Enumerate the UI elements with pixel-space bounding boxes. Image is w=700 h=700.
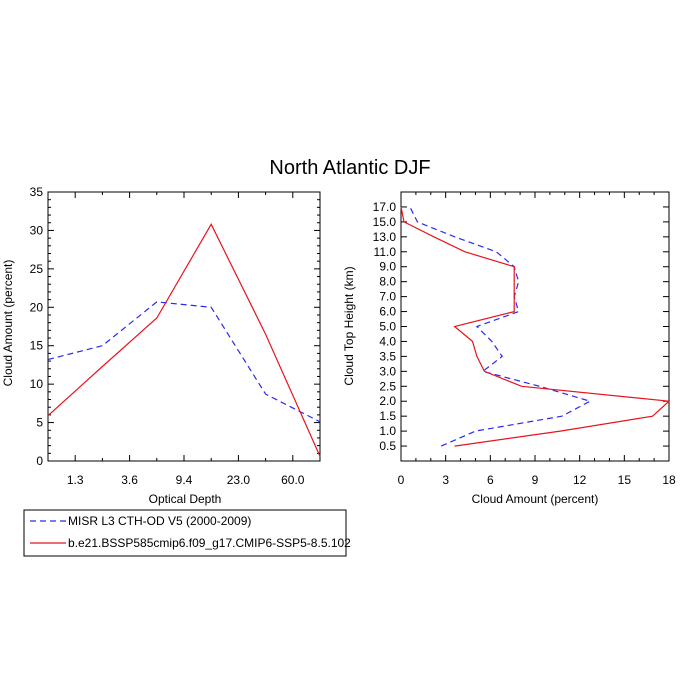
right-y-tick-label: 8.0 <box>379 275 396 289</box>
right-y-tick-label: 15.0 <box>373 215 397 229</box>
right-y-tick-label: 5.0 <box>379 320 396 334</box>
right-x-tick-label: 6 <box>487 473 494 487</box>
right-y-tick-label: 13.0 <box>373 230 397 244</box>
legend-model-label: b.e21.BSSP585cmip6.f09_g17.CMIP6-SSP5-8.… <box>68 536 351 550</box>
left-x-tick-label: 60.0 <box>281 473 305 487</box>
right-y-tick-label: 11.0 <box>374 245 397 259</box>
left-x-tick-label: 9.4 <box>176 473 193 487</box>
left-y-tick-label: 20 <box>30 300 44 314</box>
right-x-tick-label: 0 <box>398 473 405 487</box>
right-y-tick-label: 3.5 <box>379 349 396 363</box>
left-y-tick-label: 35 <box>30 185 44 199</box>
right-y-tick-label: 4.0 <box>379 334 396 348</box>
legend: MISR L3 CTH-OD V5 (2000-2009) b.e21.BSSP… <box>23 509 351 557</box>
left-plot-frame <box>47 191 321 462</box>
left-y-tick-label: 15 <box>30 339 44 353</box>
right-y-tick-label: 2.5 <box>379 379 396 393</box>
left-x-axis-label: Optical Depth <box>149 492 222 506</box>
right-y-tick-label: 9.0 <box>379 260 396 274</box>
right-x-axis-label: Cloud Amount (percent) <box>472 492 599 506</box>
right-plot-frame <box>400 191 670 462</box>
right-y-tick-label: 2.0 <box>379 394 396 408</box>
chart-title: North Atlantic DJF <box>269 157 430 179</box>
right-y-tick-label: 1.0 <box>379 424 396 438</box>
left-y-tick-label: 25 <box>30 262 44 276</box>
right-y-tick-label: 3.0 <box>379 364 396 378</box>
right-x-tick-label: 3 <box>442 473 449 487</box>
left-y-tick-label: 30 <box>30 223 44 237</box>
left-x-tick-label: 1.3 <box>67 473 84 487</box>
left-y-tick-label: 10 <box>30 377 44 391</box>
right-x-tick-label: 15 <box>618 473 632 487</box>
left-x-tick-label: 23.0 <box>227 473 251 487</box>
right-x-tick-label: 9 <box>532 473 539 487</box>
left-series-obs-line <box>47 301 321 423</box>
left-x-tick-label: 3.6 <box>121 473 138 487</box>
right-y-tick-label: 0.5 <box>379 439 396 453</box>
left-panel: 0 5 10 15 20 25 30 35 1.3 3.6 9.4 23.0 60.0 Optical … <box>1 185 321 506</box>
right-series-obs-line <box>409 206 592 447</box>
left-plot-area: 0 5 10 15 20 25 30 35 1.3 3.6 9.4 23.0 60.0 <box>30 185 321 487</box>
right-x-tick-label: 12 <box>573 473 587 487</box>
right-series-model-line <box>400 206 671 447</box>
right-y-axis-label: Cloud Top Height (km) <box>342 266 356 385</box>
right-y-tick-label: 1.5 <box>379 409 396 423</box>
left-series-model-line <box>47 223 321 457</box>
right-y-tick-label: 17.0 <box>373 200 397 214</box>
left-y-tick-label: 5 <box>36 416 43 430</box>
right-x-tick-label: 18 <box>662 473 676 487</box>
left-y-tick-label: 0 <box>36 454 43 468</box>
left-y-axis-label: Cloud Amount (percent) <box>1 260 15 387</box>
right-y-tick-label: 7.0 <box>379 290 396 304</box>
right-y-tick-label: 6.0 <box>379 305 396 319</box>
right-plot-area: 0 3 6 9 12 15 18 0.51.01.52.02.53.03.54.05.06.0… <box>373 191 676 487</box>
right-panel: 0 3 6 9 12 15 18 0.51.01.52.02.53.03.54.05.06.0… <box>342 191 676 506</box>
legend-box <box>23 509 347 557</box>
legend-obs-label: MISR L3 CTH-OD V5 (2000-2009) <box>68 514 251 528</box>
